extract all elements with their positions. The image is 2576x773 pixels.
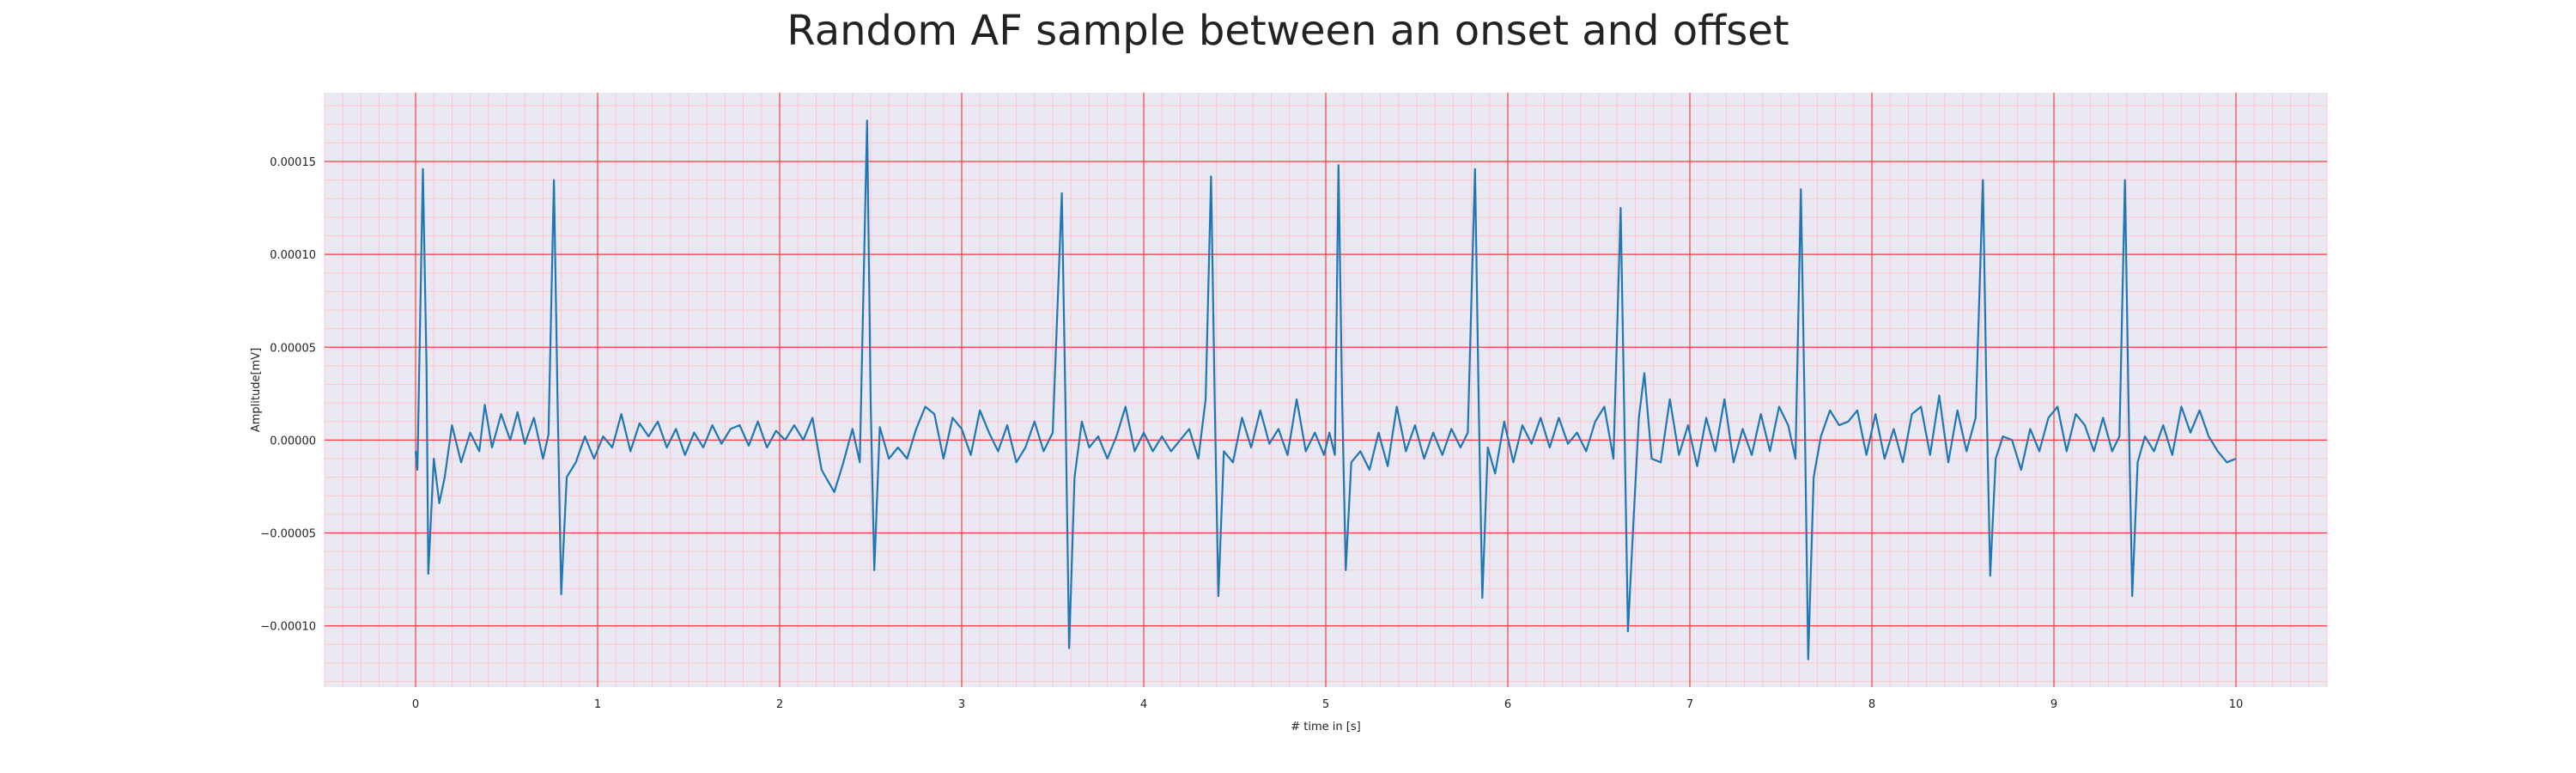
- chart-title: Random AF sample between an onset and of…: [787, 7, 1789, 55]
- y-tick-label: −0.00010: [260, 621, 316, 634]
- x-axis-label: # time in [s]: [1291, 721, 1360, 733]
- x-tick-label: 9: [2050, 698, 2057, 711]
- series-layer: [414, 119, 2237, 660]
- x-axis-ticks: 0 1 2 3 4 5 6 7 8 9 10: [412, 698, 2243, 711]
- y-tick-label: 0.00005: [270, 342, 316, 355]
- y-axis-label: Amplitude[mV]: [250, 348, 263, 432]
- x-tick-label: 7: [1686, 698, 1693, 711]
- x-tick-label: 4: [1140, 698, 1147, 711]
- y-tick-label: −0.00005: [260, 528, 316, 541]
- x-tick-label: 3: [958, 698, 965, 711]
- x-tick-label: 2: [776, 698, 783, 711]
- x-tick-label: 10: [2229, 698, 2244, 711]
- y-axis-ticks: −0.00010 −0.00005 0.00000 0.00005 0.00010 0.0…: [260, 156, 316, 634]
- x-tick-label: 8: [1868, 698, 1875, 711]
- series-line: [414, 119, 2237, 660]
- y-tick-label: 0.00015: [270, 156, 316, 169]
- x-tick-label: 0: [412, 698, 419, 711]
- x-tick-label: 1: [594, 698, 601, 711]
- y-tick-label: 0.00010: [270, 249, 316, 262]
- x-tick-label: 6: [1504, 698, 1511, 711]
- major-grid: [325, 93, 2327, 687]
- y-tick-label: 0.00000: [270, 435, 316, 447]
- x-tick-label: 5: [1322, 698, 1329, 711]
